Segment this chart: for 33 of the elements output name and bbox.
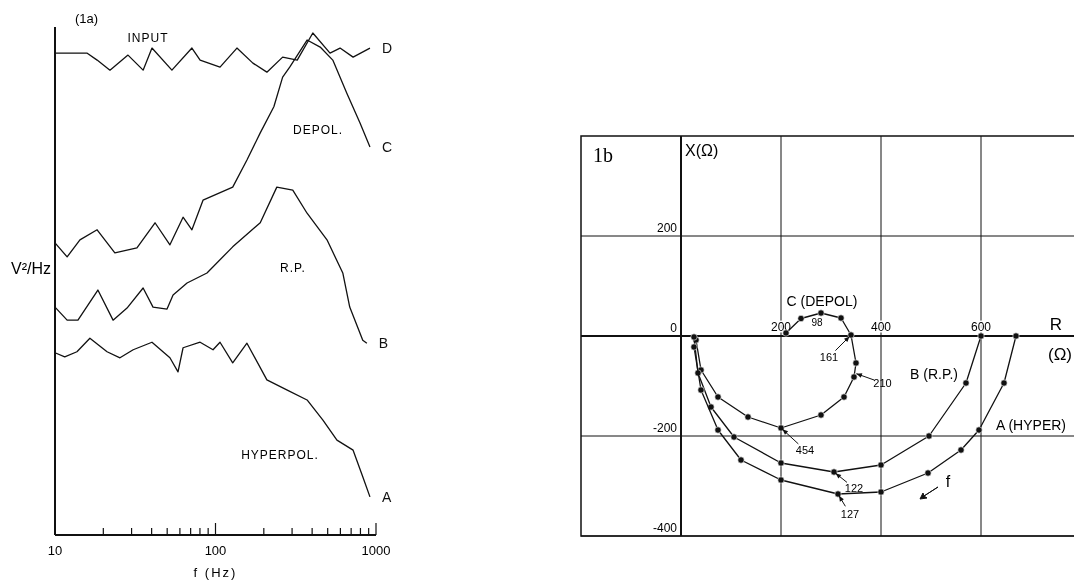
annotation: 98 xyxy=(811,317,823,328)
annotation: 210 xyxy=(873,377,892,389)
annotation: 454 xyxy=(795,444,815,456)
series-label: A xyxy=(381,488,392,505)
x-tick-label: 100 xyxy=(204,543,227,558)
annotation: HYPERPOL. xyxy=(241,448,319,462)
y-tick-label: 200 xyxy=(656,221,678,235)
annotation: B (R.P.) xyxy=(910,366,958,382)
y-axis-title: V²/Hz xyxy=(11,260,51,277)
annotation: 161 xyxy=(819,351,839,363)
annotation: C (DEPOL) xyxy=(786,293,858,309)
annotation: A (HYPER) xyxy=(996,417,1067,433)
x-tick-label: 10 xyxy=(47,543,63,558)
annotation: DEPOL. xyxy=(292,123,344,137)
annotation: R.P. xyxy=(280,261,306,275)
series-label: D xyxy=(381,40,393,57)
x-axis-title: f (Hz) xyxy=(193,565,238,580)
annotation: 122 xyxy=(844,482,864,494)
series-label: B xyxy=(378,335,389,352)
y-tick-label: -200 xyxy=(652,421,678,435)
x-axis-title: R (Ω) xyxy=(1047,315,1072,364)
y-tick-label: 0 xyxy=(670,321,678,335)
x-tick-label: 1000 xyxy=(361,543,391,558)
annotation: 127 xyxy=(840,508,860,520)
annotation: f xyxy=(945,473,951,490)
y-axis-title: X(Ω) xyxy=(685,142,719,159)
annotation: 1b xyxy=(593,144,613,166)
text: (1a) xyxy=(75,11,99,26)
series-label: C xyxy=(381,138,393,155)
x-tick-label: 600 xyxy=(970,320,992,334)
y-tick-label: -400 xyxy=(652,521,678,535)
x-tick-label: 400 xyxy=(870,320,892,334)
annotation: INPUT xyxy=(127,31,169,45)
